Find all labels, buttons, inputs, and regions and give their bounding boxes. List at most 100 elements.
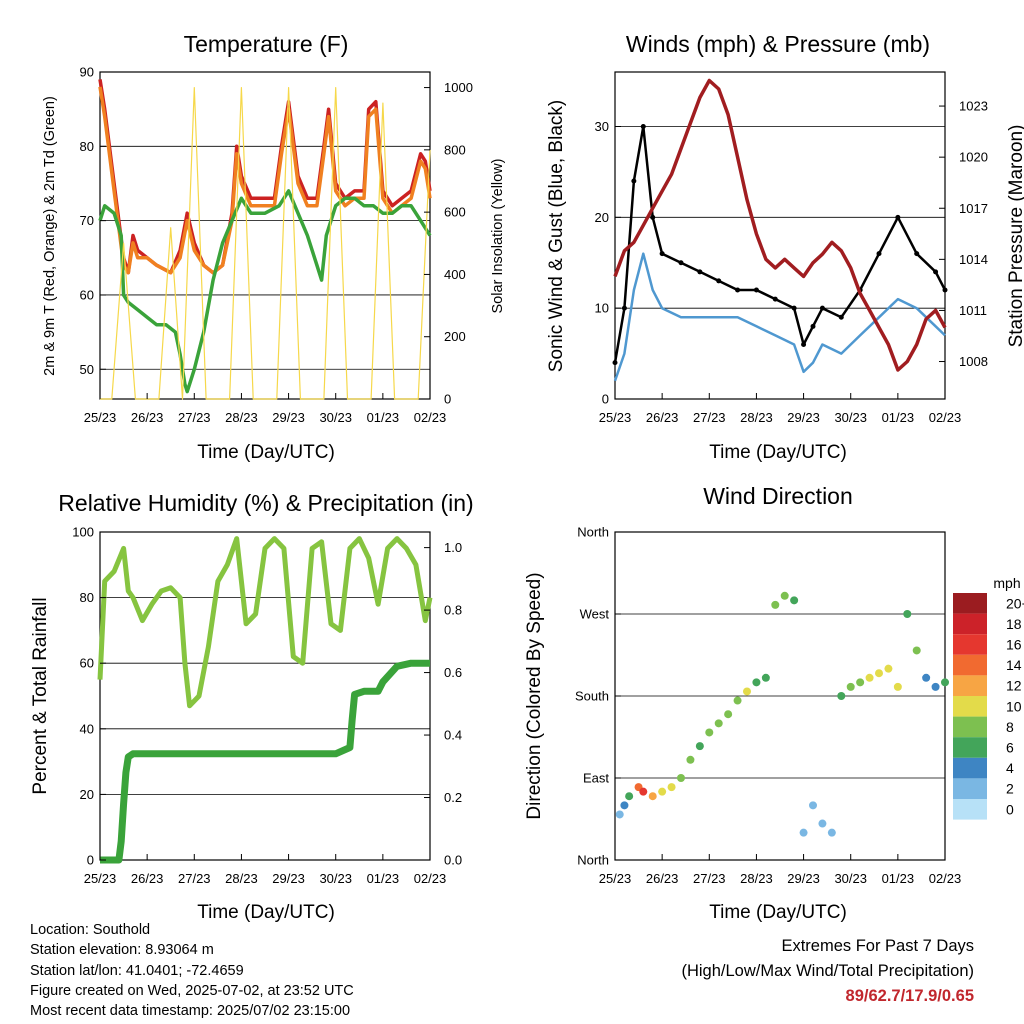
gust-point xyxy=(933,269,939,275)
rh-precip-x-ticks: 25/23 26/23 27/23 28/23 29/23 30/23 01/23 02/23 xyxy=(84,854,447,886)
rh-precip-chart: Relative Humidity (%) & Precipitation (i… xyxy=(30,490,474,923)
data-point xyxy=(884,664,893,673)
data-point xyxy=(714,719,723,728)
x-tick-label: 29/23 xyxy=(787,871,820,886)
data-point xyxy=(912,646,921,655)
y-tick-label: East xyxy=(583,771,609,786)
x-tick-label: 02/23 xyxy=(929,871,962,886)
x-tick-label: 26/23 xyxy=(646,410,679,425)
gust-point xyxy=(810,323,816,329)
winds-pressure-series xyxy=(612,78,948,382)
x-tick-label: 25/23 xyxy=(599,871,632,886)
rh-precip-title: Relative Humidity (%) & Precipitation (i… xyxy=(58,490,473,516)
data-point xyxy=(648,792,657,801)
figure-created: Figure created on Wed, 2025-07-02, at 23… xyxy=(30,982,354,999)
data-point xyxy=(625,792,634,801)
wind-direction-title: Wind Direction xyxy=(703,483,853,509)
y2-tick-label: 0.4 xyxy=(444,728,462,743)
colorbar-swatch xyxy=(953,675,987,696)
temperature-series xyxy=(98,79,432,400)
series-line-station-pressure xyxy=(613,78,947,372)
y-tick-label: West xyxy=(580,607,610,622)
extremes-subtitle: (High/Low/Max Wind/Total Precipitation) xyxy=(681,962,974,980)
colorbar-swatch xyxy=(953,716,987,738)
x-tick-label: 28/23 xyxy=(225,410,258,425)
data-point xyxy=(639,787,648,796)
series-line-solar-insolation xyxy=(100,86,431,400)
rh-precip-series xyxy=(97,536,433,864)
data-point xyxy=(875,669,883,678)
data-point xyxy=(761,673,770,682)
colorbar-label: 20+ xyxy=(1006,595,1024,611)
y2-tick-label: 1011 xyxy=(959,303,987,318)
x-tick-label: 27/23 xyxy=(178,871,211,886)
extremes-title: Extremes For Past 7 Days xyxy=(781,937,974,955)
station-info: Location: Southold Station elevation: 8.… xyxy=(30,920,354,1021)
colorbar-unit: mph xyxy=(993,575,1020,591)
x-tick-label: 02/23 xyxy=(414,410,447,425)
data-point xyxy=(790,596,799,605)
series-line-relative-humidity xyxy=(97,536,433,709)
rh-precip-xlabel: Time (Day/UTC) xyxy=(197,902,335,923)
y2-tick-label: 1017 xyxy=(959,201,988,216)
temperature-ylabel-right: Solar Insolation (Yellow) xyxy=(490,158,506,313)
x-tick-label: 28/23 xyxy=(740,871,773,886)
colorbar-swatch xyxy=(953,799,987,820)
x-tick-label: 25/23 xyxy=(599,410,632,425)
y-tick-label: 30 xyxy=(595,119,609,134)
colorbar-swatch xyxy=(953,778,987,799)
temperature-ylabel: 2m & 9m T (Red, Orange) & 2m Td (Green) xyxy=(42,96,58,376)
data-point xyxy=(837,692,846,700)
gust-point xyxy=(697,269,703,275)
data-point xyxy=(799,828,808,837)
series-line-gust xyxy=(613,125,947,363)
colorbar-label: 10 xyxy=(1006,698,1022,714)
x-tick-label: 25/23 xyxy=(84,410,117,425)
x-tick-label: 28/23 xyxy=(740,410,773,425)
y-tick-label: 20 xyxy=(80,787,94,802)
temperature-chart: Temperature (F) 50 60 70 80 90 0 200 400 600 800… xyxy=(42,31,506,463)
data-point xyxy=(922,673,931,682)
colorbar-swatch xyxy=(953,593,987,614)
colorbar-label: 12 xyxy=(1006,678,1022,694)
data-point xyxy=(615,810,624,819)
data-point xyxy=(667,783,676,792)
winds-pressure-plot-frame xyxy=(614,71,946,400)
recent-timestamp: Most recent data timestamp: 2025/07/02 2… xyxy=(30,1003,351,1020)
y2-tick-label: 1014 xyxy=(959,252,988,267)
rh-precip-plot-frame xyxy=(99,531,431,861)
y2-tick-label: 400 xyxy=(444,267,466,282)
data-point xyxy=(705,728,714,737)
gust-point xyxy=(612,360,618,366)
gust-point xyxy=(838,314,844,320)
data-point xyxy=(658,787,667,796)
y2-tick-label: 800 xyxy=(444,142,466,157)
y2-tick-label: 0 xyxy=(444,392,451,407)
y2-tick-label: 1.0 xyxy=(444,540,462,555)
x-tick-label: 02/23 xyxy=(414,871,447,886)
colorbar-swatch xyxy=(953,757,987,779)
x-tick-label: 01/23 xyxy=(882,410,915,425)
data-point xyxy=(771,600,780,609)
data-point xyxy=(743,687,751,696)
station-latlon: Station lat/lon: 41.0401; -72.4659 xyxy=(30,962,244,979)
winds-pressure-xlabel: Time (Day/UTC) xyxy=(709,442,847,463)
x-tick-label: 30/23 xyxy=(834,871,867,886)
gust-point xyxy=(650,214,656,220)
gust-point xyxy=(876,251,882,257)
wind-direction-grid xyxy=(615,613,945,779)
temperature-xlabel: Time (Day/UTC) xyxy=(197,442,335,463)
temperature-y2-ticks: 0 200 400 600 800 1000 xyxy=(424,80,473,407)
x-tick-label: 30/23 xyxy=(319,871,352,886)
y-tick-label: 40 xyxy=(80,721,94,736)
y-tick-label: South xyxy=(575,689,609,704)
gust-point xyxy=(735,287,741,293)
wind-direction-x-ticks: 25/23 26/23 27/23 28/23 29/23 30/23 01/23 02/23 xyxy=(599,854,962,886)
x-tick-label: 29/23 xyxy=(272,410,305,425)
y2-tick-label: 0.8 xyxy=(444,603,462,618)
series-line-total-precipitation xyxy=(100,659,430,864)
x-tick-label: 01/23 xyxy=(367,871,400,886)
x-tick-label: 30/23 xyxy=(319,410,352,425)
